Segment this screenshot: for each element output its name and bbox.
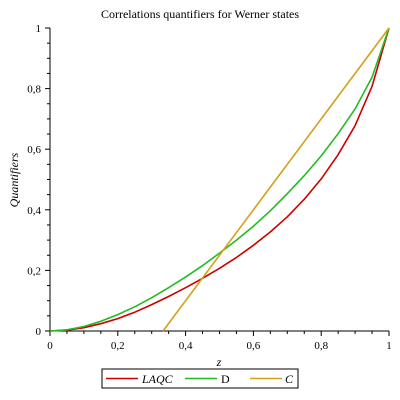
series-line-d <box>49 27 390 332</box>
series-line-c <box>162 27 390 332</box>
x-axis-label: z <box>216 355 222 369</box>
x-tick-label: 0,8 <box>314 340 328 352</box>
legend-label-laqc: LAQC <box>141 372 174 386</box>
x-tick-label: 0,4 <box>179 340 193 352</box>
ticks: 0 0,2 0,4 0,6 0,8 1 0 0,2 0,4 0,6 0,8 1 <box>27 23 392 352</box>
y-tick-label: 0,2 <box>27 265 41 277</box>
legend-label-c: C <box>285 372 294 386</box>
legend: LAQC D C <box>101 368 299 389</box>
y-tick-label: 0,8 <box>27 84 41 96</box>
series-group <box>49 27 390 332</box>
x-tick-label: 0 <box>47 340 53 352</box>
x-tick-label: 0,2 <box>111 340 125 352</box>
y-tick-label: 0,4 <box>27 205 41 217</box>
legend-label-d: D <box>221 372 230 386</box>
y-axis-label: Quantifiers <box>7 152 21 207</box>
y-tick-label: 0,6 <box>27 144 41 156</box>
y-tick-label: 0 <box>36 326 42 338</box>
axes <box>49 28 389 332</box>
x-tick-label: 0,6 <box>247 340 261 352</box>
y-tick-label: 1 <box>36 23 42 35</box>
x-tick-label: 1 <box>386 340 392 352</box>
chart-title: Correlations quantifiers for Werner stat… <box>101 7 299 21</box>
series-line-laqc <box>49 27 390 332</box>
